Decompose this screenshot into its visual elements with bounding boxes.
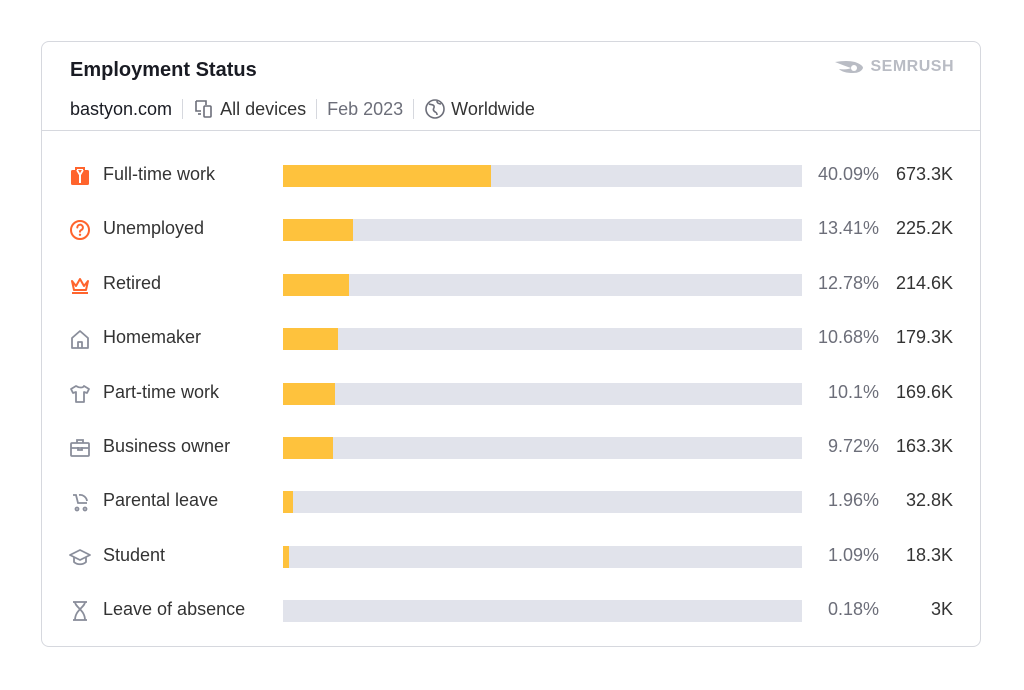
bar <box>283 545 289 568</box>
house-icon <box>69 328 91 350</box>
bar <box>283 165 492 187</box>
domain-label[interactable]: bastyon.com <box>70 98 173 119</box>
bar-track <box>283 382 802 405</box>
divider <box>182 99 184 119</box>
semrush-brand-text: SEMRUSH <box>870 58 954 75</box>
briefcase-icon <box>69 165 91 187</box>
bar <box>283 437 334 459</box>
tshirt-icon <box>69 383 91 405</box>
semrush-fire-icon <box>835 61 864 73</box>
devices-icon <box>193 98 215 120</box>
percent-label: 12.78% <box>817 272 879 293</box>
bar <box>283 219 353 242</box>
percent-label: 13.41% <box>817 218 879 239</box>
category-label: Student <box>103 544 166 565</box>
percent-label: 0.18% <box>827 599 879 620</box>
category-label: Leave of absence <box>103 599 246 620</box>
count-label: 225.2K <box>895 218 953 239</box>
bar-row: Student 1.09% 18.3K <box>42 541 980 571</box>
count-label: 163.3K <box>895 436 953 456</box>
bar <box>283 328 339 351</box>
percent-label: 10.1% <box>827 381 879 402</box>
bar-track <box>283 219 802 242</box>
percent-label: 40.09% <box>817 164 879 184</box>
count-label: 214.6K <box>895 272 953 293</box>
percent-label: 1.96% <box>827 490 879 511</box>
globe-icon <box>424 98 446 120</box>
bar-row: Retired 12.78% 214.6K <box>42 269 980 299</box>
hourglass-icon <box>69 600 91 622</box>
category-label: Full-time work <box>103 164 216 184</box>
crown-icon <box>69 274 91 296</box>
category-label: Retired <box>103 272 162 293</box>
count-label: 32.8K <box>905 490 953 511</box>
divider <box>316 99 318 119</box>
filter-bar: bastyon.com All devices Feb 2023 Worldwi… <box>70 97 535 121</box>
bar-track <box>283 165 802 187</box>
graduation-cap-icon <box>69 546 91 568</box>
card-header: Employment Status bastyon.com All device… <box>42 42 980 131</box>
category-label: Parental leave <box>103 490 219 511</box>
percent-label: 10.68% <box>817 327 879 348</box>
bar-row: Full-time work 40.09% 673.3K <box>42 160 980 190</box>
percent-label: 9.72% <box>827 436 879 456</box>
date-label[interactable]: Feb 2023 <box>327 98 404 119</box>
bar-track <box>283 437 802 459</box>
bar-row: Business owner 9.72% 163.3K <box>42 432 980 462</box>
stroller-icon <box>69 491 91 513</box>
percent-label: 1.09% <box>827 544 879 565</box>
bar-row: Parental leave 1.96% 32.8K <box>42 486 980 516</box>
category-label: Business owner <box>103 436 231 456</box>
employment-status-card: Employment Status bastyon.com All device… <box>41 41 981 647</box>
question-circle-icon <box>69 219 91 241</box>
bar-row: Leave of absence 0.18% 3K <box>42 595 980 625</box>
card-title: Employment Status <box>70 59 257 81</box>
bar-track <box>283 600 802 623</box>
divider <box>413 99 415 119</box>
bar-track <box>283 328 802 351</box>
bar <box>283 273 350 296</box>
region-label[interactable]: Worldwide <box>451 98 535 119</box>
bar-track <box>283 491 802 514</box>
category-label: Part-time work <box>103 381 220 402</box>
count-label: 169.6K <box>895 381 953 402</box>
bar <box>283 491 294 514</box>
bar-row: Part-time work 10.1% 169.6K <box>42 378 980 408</box>
bar-row: Unemployed 13.41% 225.2K <box>42 214 980 244</box>
bar-track <box>283 273 802 296</box>
semrush-logo: SEMRUSH <box>833 58 954 76</box>
bar-track <box>283 545 802 568</box>
count-label: 18.3K <box>905 544 953 565</box>
bar <box>283 382 336 405</box>
count-label: 673.3K <box>895 164 953 184</box>
bar-row: Homemaker 10.68% 179.3K <box>42 323 980 353</box>
count-label: 3K <box>930 599 953 620</box>
devices-label[interactable]: All devices <box>220 98 307 119</box>
category-label: Homemaker <box>103 327 202 348</box>
category-label: Unemployed <box>103 218 205 239</box>
toolbox-icon <box>69 437 91 459</box>
count-label: 179.3K <box>895 327 953 348</box>
